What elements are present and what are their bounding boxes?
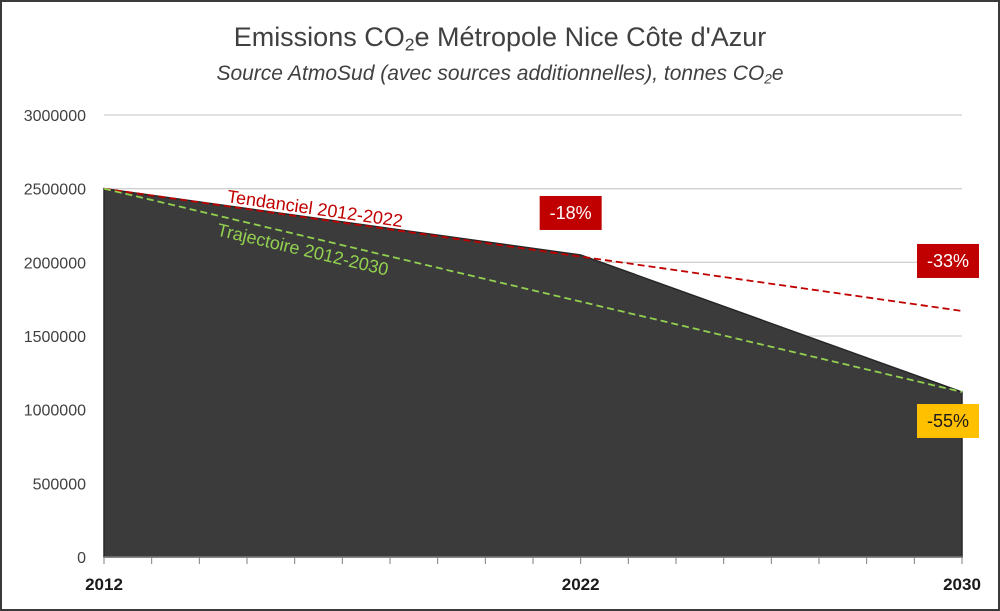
y-tick-label: 1500000 bbox=[24, 329, 86, 346]
y-tick-label: 3000000 bbox=[24, 108, 86, 125]
trajectoire-2012-2030-line bbox=[103, 187, 963, 393]
percent-badge-text: -55% bbox=[927, 411, 969, 431]
chart-title: Emissions CO2e Métropole Nice Côte d'Azu… bbox=[233, 22, 767, 55]
y-tick-label: 2500000 bbox=[24, 182, 86, 199]
percent-badge-bg bbox=[917, 403, 979, 438]
x-tick-label: 2022 bbox=[562, 575, 600, 594]
y-tick-label: 2000000 bbox=[24, 255, 86, 272]
tendanciel-2012-2022-line bbox=[103, 187, 963, 312]
emissions-area bbox=[103, 187, 963, 558]
y-tick-label: 1000000 bbox=[24, 403, 86, 420]
x-tick-label: 2030 bbox=[943, 575, 981, 594]
line-layer bbox=[103, 187, 963, 393]
percent-badge-bg bbox=[539, 195, 602, 230]
percent-badge-text: -33% bbox=[927, 251, 969, 271]
area-layer bbox=[103, 187, 963, 558]
chart-subtitle: Source AtmoSud (avec sources additionnel… bbox=[216, 62, 784, 87]
percent-badge-bg bbox=[917, 243, 979, 278]
axis-layer: 0 500000 1000000 1500000 2000000 2500000 30000… bbox=[24, 108, 981, 594]
x-tick-label: 2012 bbox=[85, 575, 123, 594]
y-tick-label: 0 bbox=[77, 550, 86, 567]
percent-badge-text: -18% bbox=[550, 203, 592, 223]
y-tick-label: 500000 bbox=[33, 476, 86, 493]
